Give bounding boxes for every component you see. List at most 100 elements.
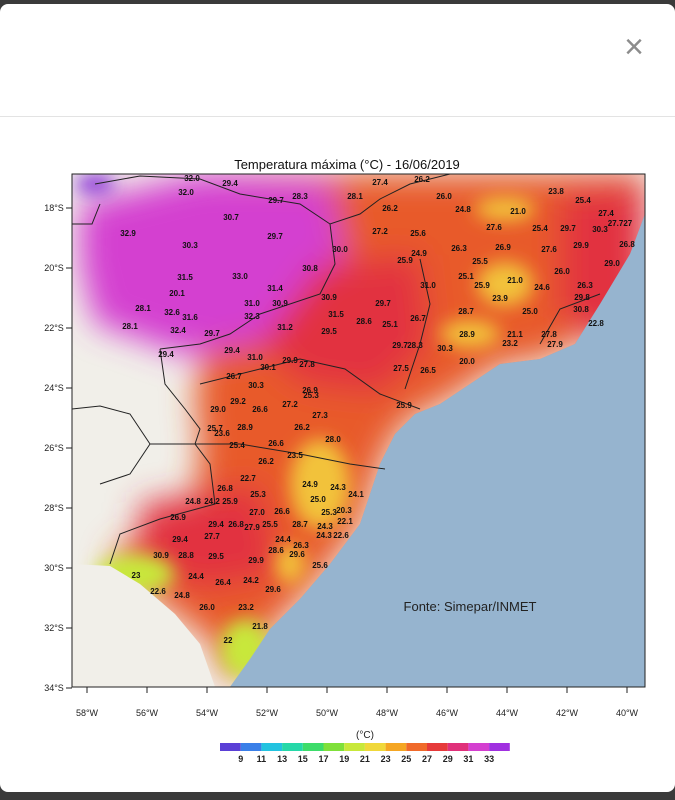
station-temperature-label: 27.7 [204,532,220,541]
legend-tick-label: 25 [401,754,411,764]
legend-swatch [220,743,241,751]
station-temperature-label: 25.7 [207,424,223,433]
station-temperature-label: 30.7 [223,213,239,222]
station-temperature-label: 24.8 [185,497,201,506]
station-temperature-label: 26.9 [170,513,186,522]
station-temperature-label: 29.5 [208,552,224,561]
station-temperature-label: 23.2 [502,339,518,348]
station-temperature-label: 22.7 [240,474,256,483]
station-temperature-label: 30.9 [272,299,288,308]
station-temperature-label: 25.4 [575,196,591,205]
lat-tick: 24°S [44,383,72,393]
station-temperature-label: 25.6 [312,561,328,570]
svg-text:46°W: 46°W [436,708,459,718]
station-temperature-label: 23.2 [238,603,254,612]
svg-text:28°S: 28°S [44,503,64,513]
station-temperature-label: 30.3 [248,381,264,390]
station-temperature-label: 21.0 [507,276,523,285]
station-labels: 32.029.432.029.7 28.3 28.127.4 26.226.023.8… [120,174,635,645]
station-temperature-label: 24.4 [188,572,204,581]
svg-text:18°S: 18°S [44,203,64,213]
station-temperature-label: 28.1 [347,192,363,201]
station-temperature-label: 28.9 [237,423,253,432]
legend-swatch [364,743,386,751]
station-temperature-label: 26.2 [382,204,398,213]
close-icon[interactable]: × [624,28,644,66]
station-temperature-label: 25.3 [250,490,266,499]
station-temperature-label: 29.4 [172,535,188,544]
station-temperature-label: 29.7 [375,299,391,308]
station-temperature-label: 26.0 [199,603,215,612]
station-temperature-label: 32.0 [184,174,200,183]
station-temperature-label: 25.9 [222,497,238,506]
station-temperature-label: 26.6 [252,405,268,414]
lat-axis: 18°S 20°S 22°S 24°S 26°S 28°S 30°S 32°S … [44,203,72,693]
legend-tick-label: 19 [339,754,349,764]
station-temperature-label: 31.0 [420,281,436,290]
legend-tick-label: 9 [238,754,243,764]
station-temperature-label: 29.7 [204,329,220,338]
station-temperature-label: 22.1 [337,517,353,526]
station-temperature-label: 24.2 [204,497,220,506]
station-temperature-label: 26.8 [619,240,635,249]
station-temperature-label: 27.4 [598,209,614,218]
legend-swatch [302,743,324,751]
lon-tick: 46°W [436,687,459,718]
station-temperature-label: 28.7 [292,520,308,529]
svg-text:22°S: 22°S [44,323,64,333]
legend-swatch [427,743,448,751]
station-temperature-label: 29.0 [210,405,226,414]
lon-tick: 56°W [136,687,159,718]
lat-tick: 22°S [44,323,72,333]
station-temperature-label: 28.8 [178,551,194,560]
legend-swatch [406,743,427,751]
station-temperature-label: 24.3 [317,522,333,531]
lat-tick: 34°S [44,683,72,693]
lon-tick: 52°W [256,687,279,718]
svg-text:20°S: 20°S [44,263,64,273]
station-temperature-label: 28.3 [407,341,423,350]
station-temperature-label: 29.4 [158,350,174,359]
station-temperature-label: 27.727 [608,219,633,228]
station-temperature-label: 26.4 [215,578,231,587]
svg-text:58°W: 58°W [76,708,99,718]
lat-tick: 28°S [44,503,72,513]
station-temperature-label: 21.8 [252,622,268,631]
station-temperature-label: 27.6 [541,245,557,254]
station-temperature-label: 30.3 [182,241,198,250]
legend-tick-label: 11 [257,754,267,764]
station-temperature-label: 32.4 [170,326,186,335]
station-temperature-label: 30.9 [153,551,169,560]
temperature-map: Temperatura máxima (°C) - 16/06/2019 [44,157,646,764]
lon-tick: 58°W [76,687,99,718]
station-temperature-label: 24.9 [302,480,318,489]
station-temperature-label: 26.0 [436,192,452,201]
lat-tick: 20°S [44,263,72,273]
station-temperature-label: 26.5 [420,366,436,375]
station-temperature-label: 29.9 [248,556,264,565]
lon-tick: 48°W [376,687,399,718]
legend-swatch [489,743,510,751]
station-temperature-label: 22.6 [333,531,349,540]
station-temperature-label: 26.3 [293,541,309,550]
legend-tick-label: 17 [318,754,328,764]
lon-tick: 54°W [196,687,219,718]
svg-text:34°S: 34°S [44,683,64,693]
station-temperature-label: 27.3 [312,411,328,420]
station-temperature-label: 29.7 [392,341,408,350]
svg-text:50°W: 50°W [316,708,339,718]
station-temperature-label: 21.0 [510,207,526,216]
lat-tick: 18°S [44,203,72,213]
station-temperature-label: 25.9 [397,256,413,265]
station-temperature-label: 24.2 [243,576,259,585]
station-temperature-label: 29.6 [289,550,305,559]
station-temperature-label: 29.9 [282,356,298,365]
station-temperature-label: 25.9 [474,281,490,290]
station-temperature-label: 25.3 [321,508,337,517]
station-temperature-label: 31.6 [182,313,198,322]
legend-swatch [344,743,365,751]
station-temperature-label: 20.3 [336,506,352,515]
station-temperature-label: 27.2 [282,400,298,409]
station-temperature-label: 25.1 [382,320,398,329]
station-temperature-label: 29.4 [208,520,224,529]
